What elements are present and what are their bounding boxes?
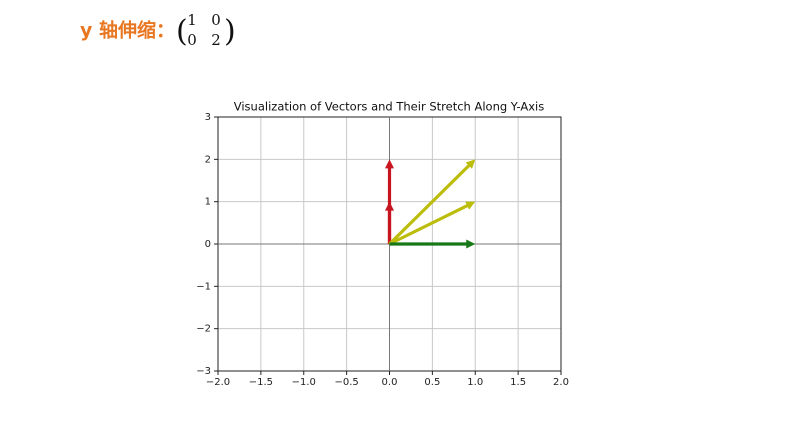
paren-left: (: [176, 14, 188, 49]
x-tick-label: 2.0: [553, 377, 569, 388]
x-tick-label: 0.0: [382, 377, 398, 388]
y-tick-label: −2: [196, 324, 211, 335]
x-tick-label: −0.5: [334, 377, 358, 388]
matrix-entry: 0: [187, 31, 197, 49]
y-tick-label: −3: [196, 366, 211, 377]
y-tick-label: −1: [196, 281, 211, 292]
x-tick-label: 1.0: [467, 377, 483, 388]
y-tick-label: 1: [205, 197, 211, 208]
chart-title: Visualization of Vectors and Their Stret…: [234, 100, 544, 114]
vector-arrow: [385, 201, 394, 244]
paren-right: ): [224, 14, 236, 49]
x-tick-label: −1.0: [292, 377, 316, 388]
y-tick-label: 0: [205, 239, 211, 250]
vector-arrow: [389, 239, 476, 249]
vector-arrow: [388, 201, 476, 246]
vector-arrow: [385, 159, 394, 244]
vector-arrow: [388, 159, 476, 246]
y-tick-label: 3: [205, 112, 211, 123]
x-tick-label: 1.5: [510, 377, 526, 388]
heading-title: y 轴伸缩：: [80, 19, 175, 42]
x-tick-label: 0.5: [424, 377, 440, 388]
x-tick-label: −1.5: [249, 377, 273, 388]
matrix-entry: 0: [211, 11, 221, 29]
x-tick-label: −2.0: [206, 377, 230, 388]
matrix-entry: 2: [211, 31, 221, 49]
matrix-entry: 1: [187, 11, 197, 29]
y-tick-label: 2: [205, 154, 211, 165]
